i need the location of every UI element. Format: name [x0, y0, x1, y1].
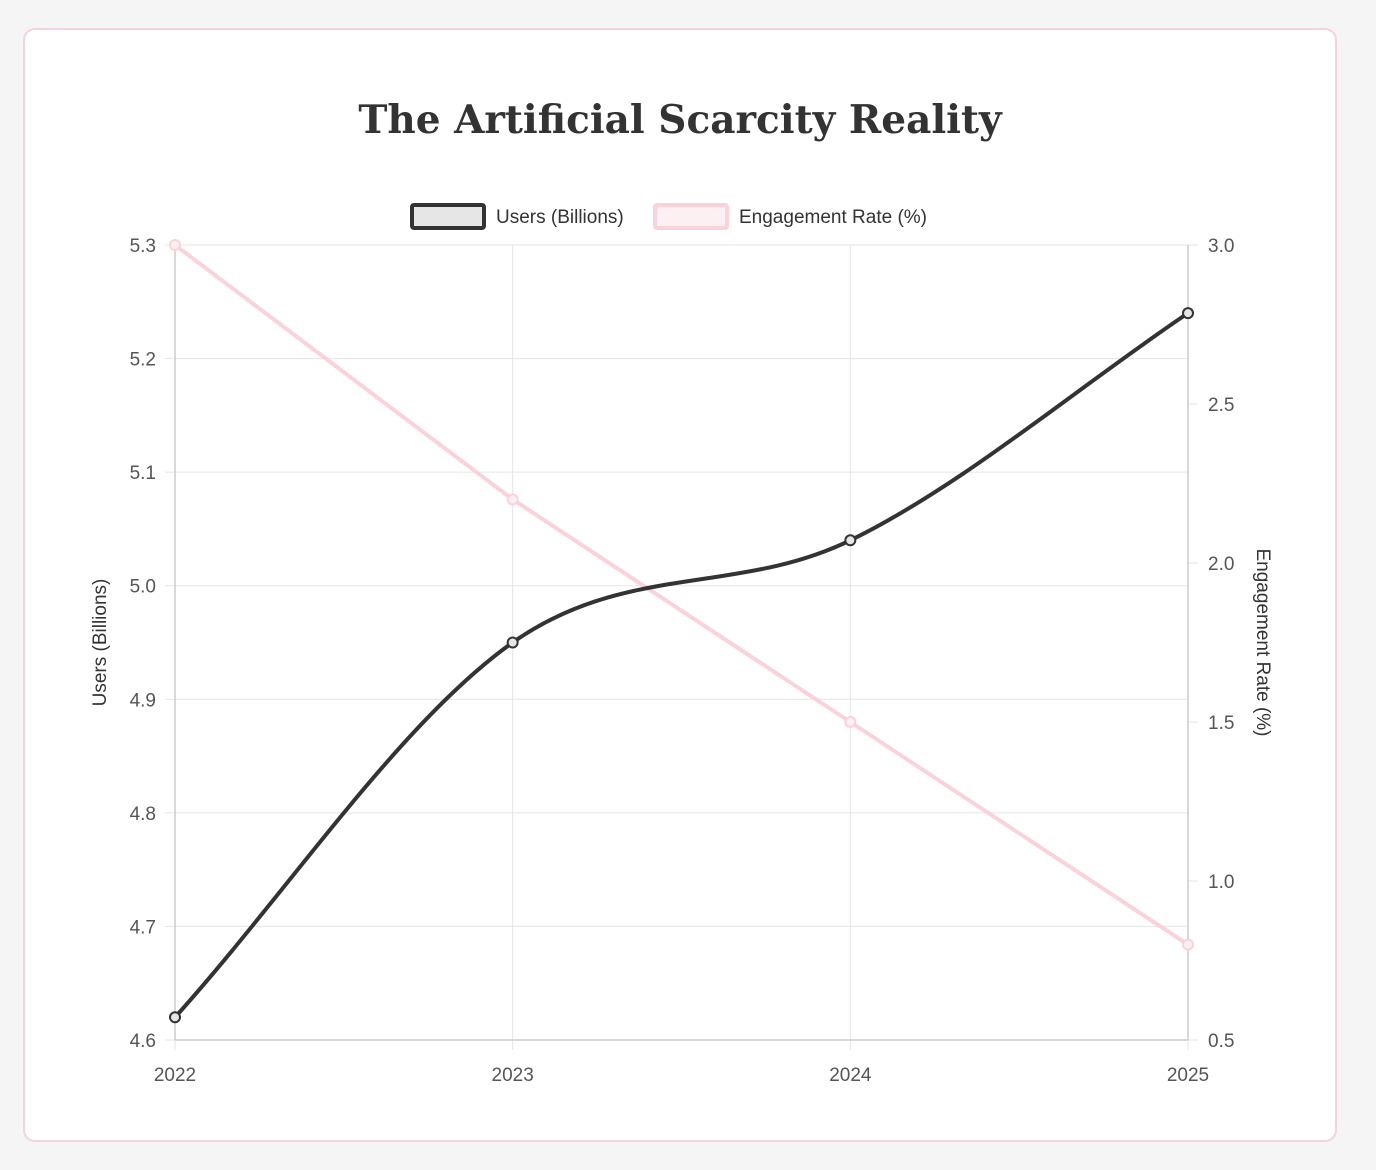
x-tick-label: 2024 — [829, 1065, 872, 1086]
y-left-tick-label: 5.2 — [130, 350, 156, 371]
y-left-tick-label: 4.9 — [130, 690, 156, 711]
y-right-tick-label: 2.5 — [1208, 395, 1234, 416]
users-point-2023 — [506, 636, 519, 649]
legend-label: Users (Billions) — [496, 207, 624, 228]
engagement-rate-point-2023 — [506, 493, 519, 506]
engagement-rate-point-2022 — [169, 239, 181, 251]
x-tick-label: 2023 — [492, 1065, 534, 1086]
legend[interactable]: Users (Billions) Engagement Rate (%) — [410, 203, 927, 230]
grid — [165, 244, 1198, 1050]
series-users — [169, 307, 1194, 1024]
x-tick-label: 2025 — [1167, 1065, 1209, 1086]
y-right-tick-label: 1.5 — [1208, 713, 1234, 734]
y-left-tick-label: 4.8 — [130, 804, 156, 825]
y-right-tick-label: 1.0 — [1208, 872, 1234, 893]
users-point-2024 — [844, 534, 857, 547]
legend-swatch — [653, 203, 729, 230]
engagement-rate-point-2025 — [1182, 938, 1194, 951]
legend-swatch — [410, 203, 486, 230]
users-line — [173, 311, 1190, 1020]
series-engagement-rate — [169, 239, 1194, 951]
engagement-rate-line — [173, 243, 1190, 947]
y-right-tick-label: 0.5 — [1208, 1031, 1234, 1052]
engagement-rate-point-2024 — [844, 716, 857, 728]
users-point-2022 — [169, 1011, 181, 1024]
y-left-axis-title: Users (Billions) — [90, 579, 111, 707]
y-left-tick-label: 4.6 — [130, 1031, 156, 1052]
y-left-tick-label: 4.7 — [130, 917, 156, 938]
y-left-tick-label: 5.1 — [130, 463, 156, 484]
legend-item-engagement-rate[interactable]: Engagement Rate (%) — [653, 203, 927, 230]
y-right-tick-label: 2.0 — [1208, 554, 1234, 575]
legend-item-users[interactable]: Users (Billions) — [410, 203, 624, 230]
chart-title: The Artificial Scarcity Reality — [358, 97, 1002, 143]
y-right-axis-title: Engagement Rate (%) — [1252, 549, 1273, 737]
users-point-2025 — [1182, 307, 1194, 320]
y-left-tick-label: 5.0 — [130, 577, 156, 598]
legend-label: Engagement Rate (%) — [739, 207, 927, 228]
x-tick-label: 2022 — [154, 1065, 196, 1086]
y-left-tick-label: 5.3 — [130, 236, 156, 257]
series — [169, 239, 1194, 1024]
y-right-tick-label: 3.0 — [1208, 236, 1234, 257]
axes: 4.6 4.7 4.8 4.9 5.0 5.1 5.2 5.3 0.5 1.0 1.5 2.0 2.5 3… — [90, 236, 1273, 1086]
